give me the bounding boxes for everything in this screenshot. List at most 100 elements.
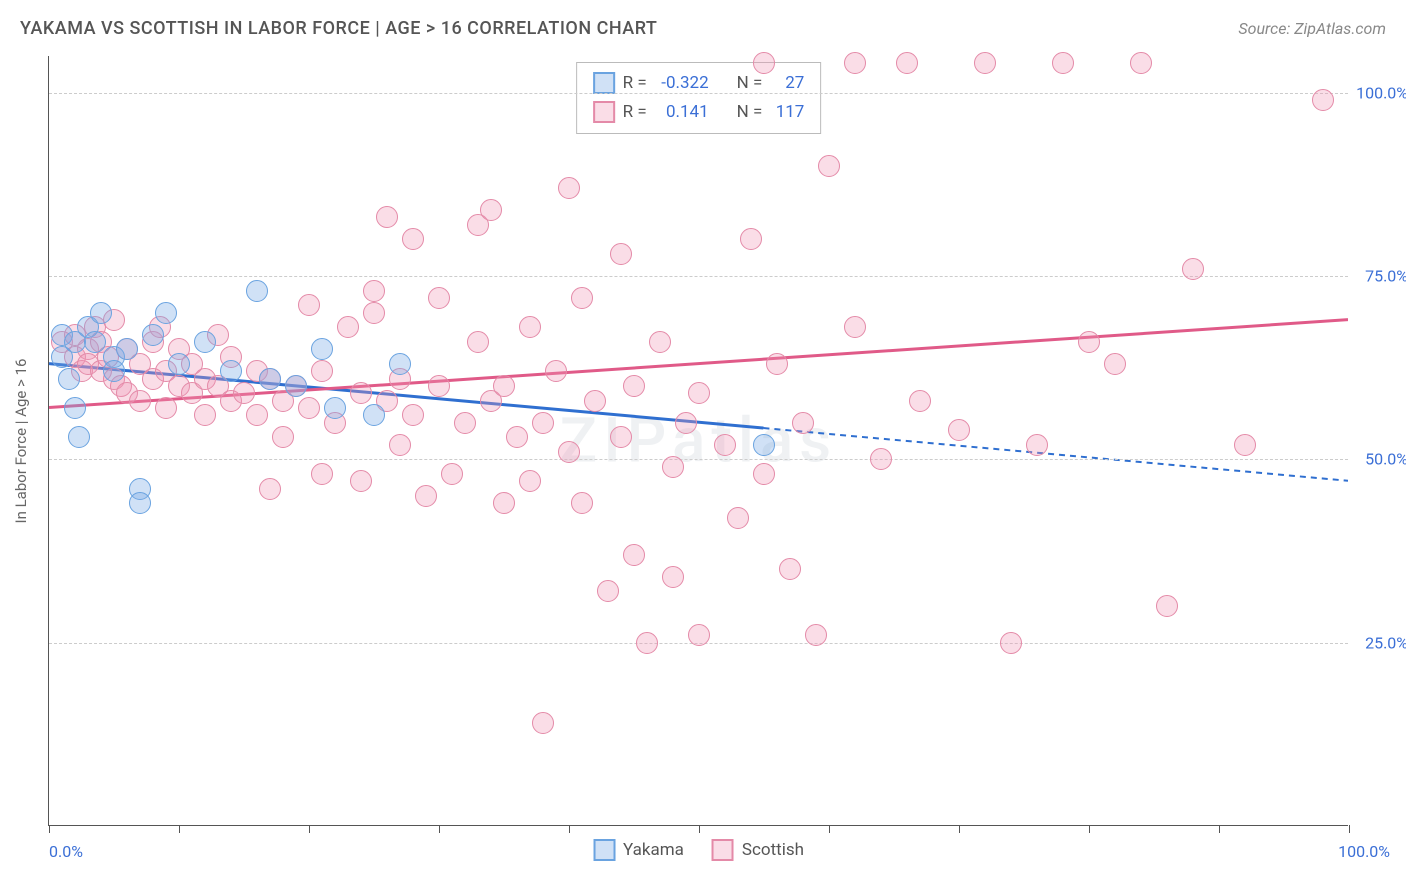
data-point [1312,89,1334,111]
data-point [610,426,632,448]
data-point [1182,258,1204,280]
data-point [389,434,411,456]
data-point [688,624,710,646]
data-point [298,397,320,419]
data-point [103,360,125,382]
data-point [246,280,268,302]
data-point [350,382,372,404]
data-point [129,492,151,514]
data-point [324,397,346,419]
data-point [363,280,385,302]
data-point [740,228,762,250]
data-point [259,368,281,390]
trend-lines [49,56,1348,825]
data-point [844,52,866,74]
data-point [610,243,632,265]
legend-swatch [712,839,734,861]
data-point [844,316,866,338]
data-point [142,324,164,346]
data-point [402,228,424,250]
data-point [194,404,216,426]
grid-line [49,276,1348,277]
x-tick [699,825,700,833]
data-point [896,52,918,74]
bottom-legend-item: Yakama [593,839,684,861]
data-point [532,412,554,434]
data-point [363,302,385,324]
data-point [753,52,775,74]
x-tick [959,825,960,833]
bottom-legend: Yakama Scottish [593,839,804,861]
legend-swatch [593,101,615,123]
x-tick [569,825,570,833]
data-point [792,412,814,434]
data-point [766,353,788,375]
data-point [116,338,138,360]
data-point [493,492,515,514]
bottom-legend-label: Scottish [742,840,804,860]
y-tick-label: 50.0% [1353,450,1406,469]
data-point [662,566,684,588]
y-tick-label: 75.0% [1353,267,1406,286]
data-point [311,360,333,382]
x-tick [309,825,310,833]
data-point [558,177,580,199]
data-point [714,434,736,456]
data-point [1104,353,1126,375]
data-point [909,390,931,412]
grid-line [49,93,1348,94]
header: YAKAMA VS SCOTTISH IN LABOR FORCE | AGE … [0,0,1406,51]
source-label: Source: ZipAtlas.com [1238,19,1386,38]
data-point [1130,52,1152,74]
data-point [597,580,619,602]
data-point [363,404,385,426]
chart-container: ZIPatlas In Labor Force | Age > 16 R =-0… [48,56,1388,826]
y-tick-label: 25.0% [1353,633,1406,652]
x-tick [1089,825,1090,833]
data-point [194,331,216,353]
data-point [272,426,294,448]
data-point [415,485,437,507]
data-point [974,52,996,74]
data-point [545,360,567,382]
plot-area: ZIPatlas In Labor Force | Age > 16 R =-0… [48,56,1348,826]
data-point [454,412,476,434]
legend-n-label: N = [737,98,763,127]
bottom-legend-label: Yakama [623,840,684,860]
x-min-label: 0.0% [49,842,83,861]
data-point [662,456,684,478]
data-point [519,316,541,338]
data-point [389,353,411,375]
data-point [298,294,320,316]
x-max-label: 100.0% [1338,842,1390,861]
data-point [493,375,515,397]
data-point [467,331,489,353]
data-point [64,397,86,419]
legend-r-label: R = [623,98,647,127]
data-point [571,492,593,514]
data-point [558,441,580,463]
data-point [1156,595,1178,617]
data-point [571,287,593,309]
x-tick [829,825,830,833]
data-point [441,463,463,485]
data-point [753,463,775,485]
data-point [311,463,333,485]
x-tick [179,825,180,833]
data-point [649,331,671,353]
grid-line [49,459,1348,460]
data-point [311,338,333,360]
data-point [376,206,398,228]
data-point [584,390,606,412]
chart-title: YAKAMA VS SCOTTISH IN LABOR FORCE | AGE … [20,18,657,39]
data-point [155,397,177,419]
data-point [90,302,112,324]
y-tick-label: 100.0% [1353,83,1406,102]
data-point [68,426,90,448]
data-point [1078,331,1100,353]
data-point [480,199,502,221]
data-point [402,404,424,426]
legend-swatch [593,839,615,861]
data-point [688,382,710,404]
x-tick [1219,825,1220,833]
